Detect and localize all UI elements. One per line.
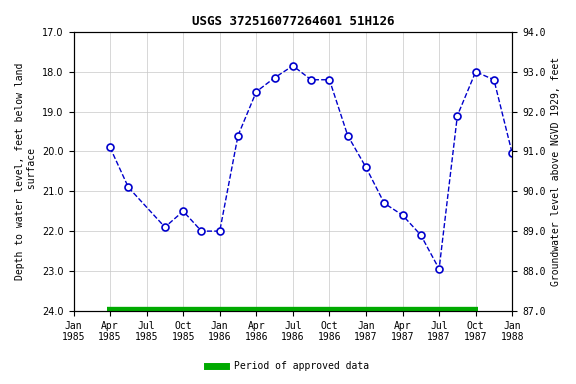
Y-axis label: Groundwater level above NGVD 1929, feet: Groundwater level above NGVD 1929, feet: [551, 57, 561, 286]
Legend: Period of approved data: Period of approved data: [203, 358, 373, 375]
Y-axis label: Depth to water level, feet below land
 surface: Depth to water level, feet below land su…: [15, 63, 37, 280]
Title: USGS 372516077264601 51H126: USGS 372516077264601 51H126: [192, 15, 394, 28]
